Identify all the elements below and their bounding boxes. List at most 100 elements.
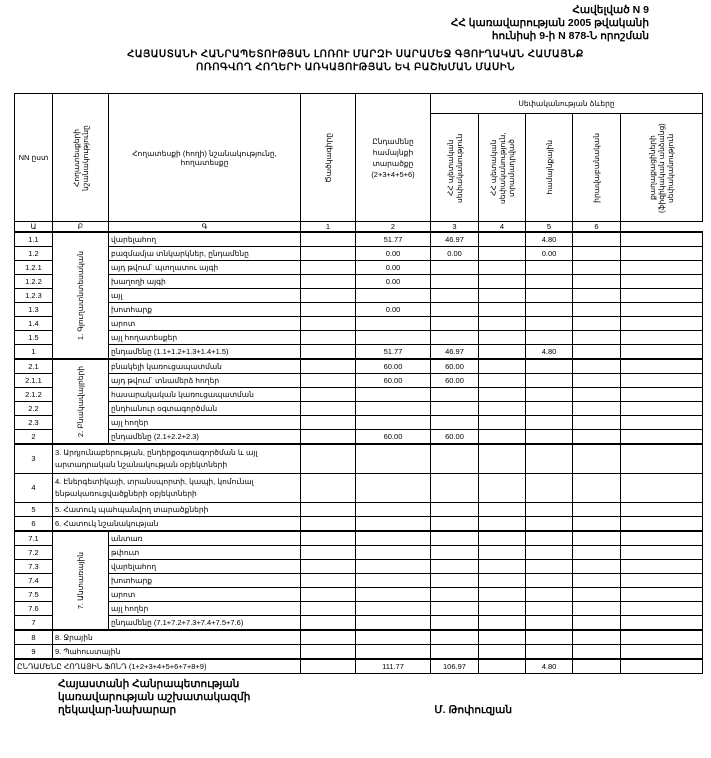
row-label: 4. Էներգետիկայի, տրանսպորտի, կապի, կոմու… (52, 473, 301, 503)
value-cell: 0.00 (355, 302, 431, 317)
row-number: 1.2.3 (14, 288, 53, 303)
value-cell (619, 401, 704, 416)
total-row: ԸՆԴԱՄԵՆԸ ՀՈՂԱՅԻՆ ՖՈՆԴ (1+2+3+4+5+6+7+8+9… (14, 658, 704, 674)
value-cell (300, 502, 356, 517)
row-number: 7.5 (14, 587, 53, 602)
value-cell (355, 629, 431, 645)
value-cell (300, 629, 356, 645)
value-cell (525, 358, 573, 374)
group-label: 2. Բնակավայրերի (52, 358, 109, 445)
value-cell (619, 502, 704, 517)
table-row: 1.1 1. Գյուղատնտեսական վարելահող 51.77 46.97… (14, 231, 704, 360)
value-cell (619, 274, 704, 289)
row-number: 1.4 (14, 316, 53, 331)
value-cell (525, 615, 573, 631)
document-body: NN ըստ Հողատեսքերի նշանակությունը Հողատե… (14, 93, 704, 717)
table-row: 3 3. Արդյունաբերության, ընդերքօգտագործման… (14, 443, 704, 474)
value-cell (355, 316, 431, 331)
row-number: 7.3 (14, 559, 53, 574)
group-label-text: 1. Գյուղատնտեսական (76, 250, 85, 341)
value-cell (619, 415, 704, 430)
header-col-text: ՀՀ պետական սեփականություն (445, 132, 464, 203)
value-cell (572, 274, 621, 289)
value-cell (478, 260, 526, 275)
value-cell (430, 644, 479, 660)
value-cell (300, 429, 356, 445)
land-balance-table: NN ըստ Հողատեսքերի նշանակությունը Հողատե… (14, 93, 704, 674)
value-cell (300, 231, 356, 247)
value-cell (572, 330, 621, 345)
value-cell (478, 545, 526, 560)
value-cell (478, 629, 526, 645)
row-number: 6 (14, 516, 53, 532)
value-cell (300, 330, 356, 345)
value-cell (619, 559, 704, 574)
row-label: այլ հողատեսքեր (108, 330, 301, 345)
row-label: 8. Ջրային (52, 629, 301, 645)
table-row: 1.2.3 այլ (14, 288, 704, 303)
value-cell (430, 316, 479, 331)
value-cell (430, 573, 479, 588)
value-cell (619, 615, 704, 631)
table-row: 1.3 խոտհարք 0.00 (14, 302, 704, 317)
value-cell (300, 415, 356, 430)
value-cell (525, 302, 573, 317)
value-cell: 60.00 (430, 429, 479, 445)
value-cell (525, 330, 573, 345)
value-cell: 60.00 (355, 429, 431, 445)
value-cell (478, 658, 526, 674)
value-cell (430, 401, 479, 416)
value-cell (572, 516, 621, 532)
value-cell (619, 344, 704, 360)
value-cell (300, 587, 356, 602)
table-row: 1.4 արոտ (14, 316, 704, 331)
header-col-4: համայնքային (525, 113, 573, 222)
value-cell (478, 401, 526, 416)
value-cell (478, 429, 526, 445)
row-label: անտառ (108, 530, 301, 546)
row-label: այլ (108, 288, 301, 303)
row-number: 2.2 (14, 401, 53, 416)
value-cell (355, 516, 431, 532)
row-number: 8 (14, 629, 53, 645)
value-cell (300, 288, 356, 303)
value-cell (355, 443, 431, 474)
column-number: 4 (478, 221, 526, 233)
row-number: 5 (14, 502, 53, 517)
row-number: 2.1.1 (14, 373, 53, 388)
table-row: 4 4. Էներգետիկայի, տրանսպորտի, կապի, կոմո… (14, 473, 704, 503)
value-cell (300, 316, 356, 331)
value-cell (300, 387, 356, 402)
value-cell (430, 559, 479, 574)
value-cell (572, 658, 621, 674)
row-label: արոտ (108, 587, 301, 602)
value-cell: 60.00 (355, 358, 431, 374)
value-cell (525, 274, 573, 289)
row-number: 7.6 (14, 601, 53, 616)
annex-note: Հավելված N 9 ՀՀ կառավարության 2005 թվակա… (451, 4, 649, 43)
value-cell (430, 516, 479, 532)
value-cell (525, 473, 573, 503)
row-number: 1.3 (14, 302, 53, 317)
row-number: 3 (14, 443, 53, 474)
header-col-3: ՀՀ պետական սեփականություն, տրամադրված (478, 113, 526, 222)
signature-title: Հայաստանի Հանրապետության կառավարության ա… (58, 678, 250, 717)
value-cell (572, 629, 621, 645)
value-cell (300, 373, 356, 388)
row-label: խոտհարք (108, 573, 301, 588)
value-cell (478, 302, 526, 317)
row-label: արոտ (108, 316, 301, 331)
column-number: 6 (572, 221, 621, 233)
value-cell (430, 260, 479, 275)
value-cell (478, 573, 526, 588)
column-number: 2 (355, 221, 431, 233)
value-cell (478, 231, 526, 247)
value-cell (619, 473, 704, 503)
value-cell (300, 358, 356, 374)
value-cell (572, 344, 621, 360)
value-cell (619, 358, 704, 374)
row-label: խոտհարք (108, 302, 301, 317)
value-cell (355, 387, 431, 402)
row-number: 9 (14, 644, 53, 660)
